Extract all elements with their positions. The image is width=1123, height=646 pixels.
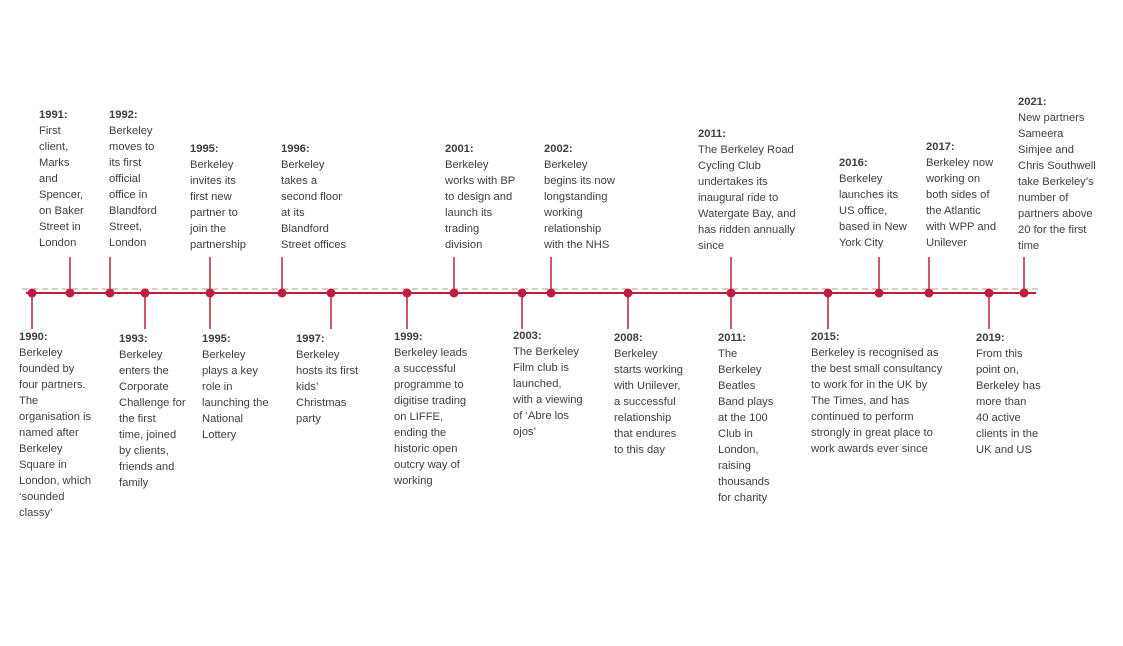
connector-lines	[31, 257, 1025, 329]
timeline-dot	[984, 288, 994, 298]
timeline-dot	[105, 288, 115, 298]
event-2021: 2021: New partners Sameera Simjee and Ch…	[1018, 94, 1096, 254]
event-2016: 2016: Berkeley launches its US office, b…	[839, 155, 907, 251]
event-1995-lottery: 1995: Berkeley plays a key role in launc…	[202, 331, 269, 443]
event-year: 2008:	[614, 332, 643, 344]
event-year: 1990:	[19, 331, 48, 343]
event-text: Berkeley is recognised as the best small…	[811, 347, 943, 455]
event-1999: 1999: Berkeley leads a successful progra…	[394, 329, 467, 489]
timeline-dot	[449, 288, 459, 298]
event-text: First client, Marks and Spencer, on Bake…	[39, 125, 84, 249]
event-text: From this point on, Berkeley has more th…	[976, 348, 1041, 456]
event-year: 1999:	[394, 331, 423, 343]
event-2011-beatles: 2011: The Berkeley Beatles Band plays at…	[718, 330, 773, 506]
event-2003: 2003: The Berkeley Film club is launched…	[513, 328, 583, 440]
event-1991: 1991: First client, Marks and Spencer, o…	[39, 107, 84, 251]
event-2002: 2002: Berkeley begins its now longstandi…	[544, 141, 615, 253]
timeline-dot	[402, 288, 412, 298]
event-year: 1993:	[119, 333, 148, 345]
event-1993: 1993: Berkeley enters the Corporate Chal…	[119, 331, 186, 491]
event-year: 2011:	[718, 332, 746, 344]
event-year: 2002:	[544, 143, 573, 155]
event-text: The Berkeley Film club is launched, with…	[513, 346, 583, 438]
event-2019: 2019: From this point on, Berkeley has m…	[976, 330, 1041, 458]
event-year: 1995:	[202, 333, 231, 345]
event-text: New partners Sameera Simjee and Chris So…	[1018, 112, 1096, 252]
event-1996: 1996: Berkeley takes a second floor at i…	[281, 141, 346, 253]
event-year: 1995:	[190, 143, 219, 155]
event-1997: 1997: Berkeley hosts its first kids’ Chr…	[296, 331, 358, 427]
event-text: Berkeley founded by four partners. The o…	[19, 347, 92, 519]
event-text: Berkeley starts working with Unilever, a…	[614, 348, 684, 456]
event-year: 2019:	[976, 332, 1005, 344]
timeline-dot	[277, 288, 287, 298]
event-text: Berkeley hosts its first kids’ Christmas…	[296, 349, 359, 425]
event-2017: 2017: Berkeley now working on both sides…	[926, 139, 996, 251]
event-1990: 1990: Berkeley founded by four partners.…	[19, 329, 91, 521]
event-text: Berkeley takes a second floor at its Bla…	[281, 159, 347, 251]
event-text: Berkeley now working on both sides of th…	[926, 157, 997, 249]
event-1992: 1992: Berkeley moves to its first offici…	[109, 107, 157, 251]
timeline-dot	[27, 288, 37, 298]
event-year: 2003:	[513, 330, 542, 342]
timeline-dot	[140, 288, 150, 298]
event-text: The Berkeley Road Cycling Club undertake…	[698, 144, 796, 252]
timeline-dot	[924, 288, 934, 298]
event-text: Berkeley begins its now longstanding wor…	[544, 159, 615, 251]
event-year: 1997:	[296, 333, 325, 345]
event-2001: 2001: Berkeley works with BP to design a…	[445, 141, 515, 253]
timeline-dot	[623, 288, 633, 298]
event-year: 2001:	[445, 143, 474, 155]
event-text: Berkeley leads a successful programme to…	[394, 347, 468, 487]
event-year: 2017:	[926, 141, 955, 153]
event-text: Berkeley enters the Corporate Challenge …	[119, 349, 186, 489]
timeline-dot	[546, 288, 556, 298]
event-year: 2016:	[839, 157, 868, 169]
event-year: 2021:	[1018, 96, 1047, 108]
timeline-dot	[326, 288, 336, 298]
timeline-dot	[65, 288, 75, 298]
event-text: Berkeley launches its US office, based i…	[839, 173, 907, 249]
event-text: Berkeley works with BP to design and lau…	[445, 159, 516, 251]
timeline-dot	[874, 288, 884, 298]
timeline-dot	[205, 288, 215, 298]
timeline-dot	[823, 288, 833, 298]
event-2011-cycling: 2011: The Berkeley Road Cycling Club und…	[698, 126, 796, 254]
event-year: 1992:	[109, 109, 138, 121]
event-text: Berkeley plays a key role in launching t…	[202, 349, 269, 441]
event-text: Berkeley invites its first new partner t…	[190, 159, 246, 251]
timeline-dot	[726, 288, 736, 298]
event-year: 1991:	[39, 109, 68, 121]
event-text: The Berkeley Beatles Band plays at the 1…	[718, 348, 774, 504]
event-2015: 2015: Berkeley is recognised as the best…	[811, 329, 942, 457]
timeline-dots	[27, 288, 1029, 298]
event-year: 1996:	[281, 143, 310, 155]
event-1995-partner: 1995: Berkeley invites its first new par…	[190, 141, 246, 253]
event-year: 2011:	[698, 128, 726, 140]
event-text: Berkeley moves to its first official off…	[109, 125, 157, 249]
timeline-dot	[517, 288, 527, 298]
event-2008: 2008: Berkeley starts working with Unile…	[614, 330, 683, 458]
event-year: 2015:	[811, 331, 840, 343]
timeline-dot	[1019, 288, 1029, 298]
